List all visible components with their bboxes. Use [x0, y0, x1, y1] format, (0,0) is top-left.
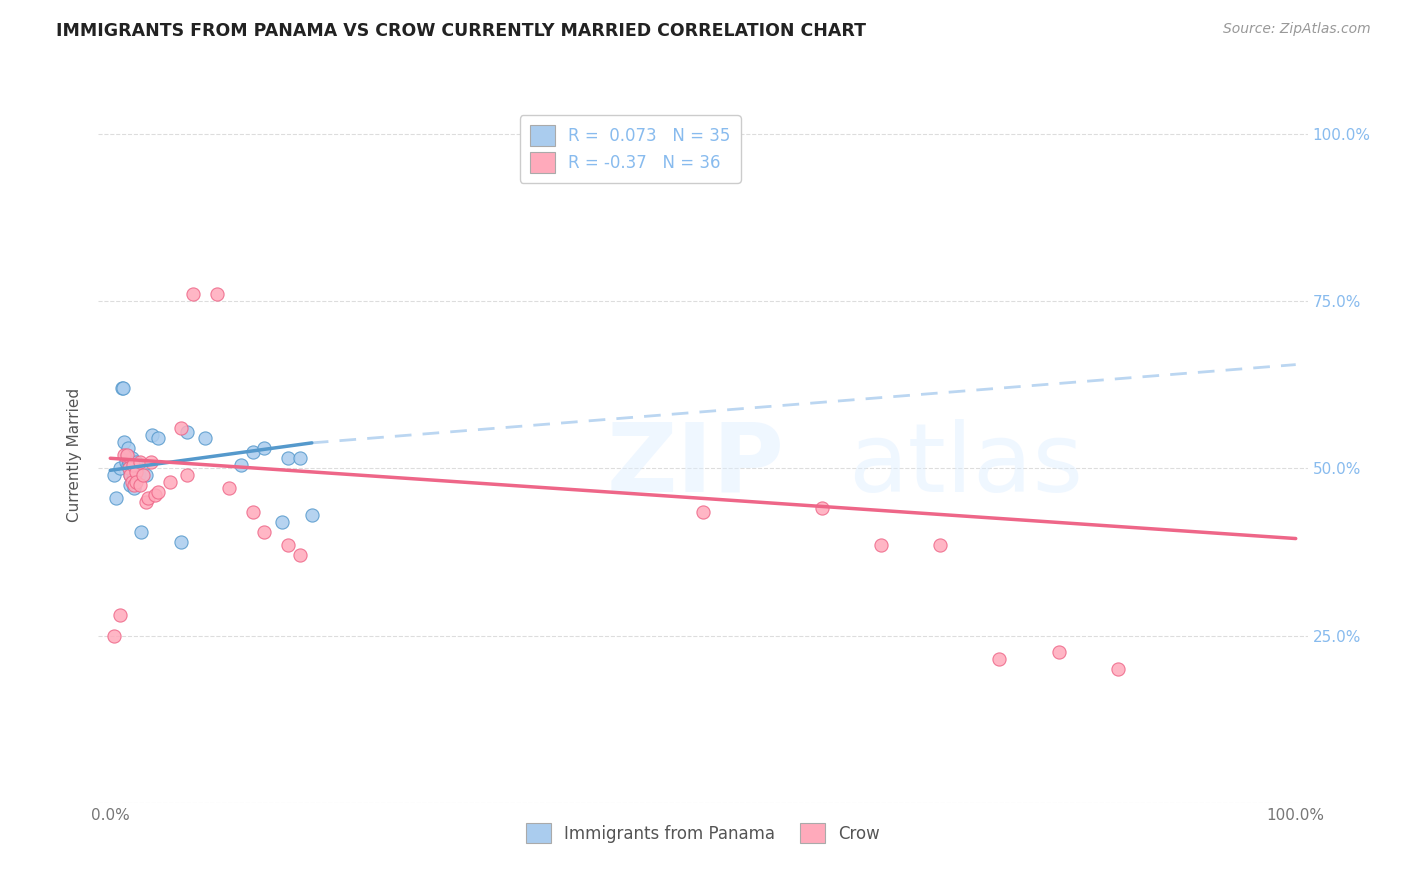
Point	[929, 538, 952, 552]
Y-axis label: Currently Married: Currently Married	[67, 388, 83, 522]
Point	[146, 431, 169, 445]
Point	[692, 505, 714, 519]
Point	[112, 381, 135, 395]
Point	[218, 482, 240, 496]
Point	[105, 491, 128, 506]
Point	[128, 467, 150, 482]
Point	[108, 608, 131, 623]
Point	[129, 524, 152, 539]
Point	[111, 381, 134, 395]
Point	[170, 421, 193, 435]
Point	[181, 287, 204, 301]
Point	[121, 458, 143, 472]
Point	[288, 451, 311, 466]
Point	[120, 467, 142, 482]
Point	[125, 455, 148, 469]
Point	[129, 455, 152, 469]
Point	[146, 484, 169, 499]
Point	[132, 467, 155, 482]
Point	[115, 448, 138, 462]
Point	[125, 465, 148, 479]
Point	[253, 524, 276, 539]
Point	[1047, 645, 1070, 659]
Point	[103, 467, 125, 482]
Text: ZIP: ZIP	[606, 419, 785, 512]
Point	[135, 467, 157, 482]
Point	[141, 427, 163, 442]
Point	[103, 628, 125, 642]
Point	[301, 508, 323, 523]
Point	[242, 444, 264, 458]
Point	[114, 448, 136, 462]
Point	[124, 458, 146, 472]
Point	[988, 652, 1011, 666]
Point	[139, 455, 162, 469]
Point	[869, 538, 891, 552]
Point	[122, 482, 145, 496]
Point	[125, 475, 148, 489]
Point	[114, 434, 136, 449]
Point	[120, 467, 142, 482]
Point	[118, 455, 141, 469]
Point	[121, 475, 143, 489]
Point	[277, 538, 299, 552]
Point	[229, 458, 252, 472]
Point	[136, 491, 159, 506]
Point	[277, 451, 299, 466]
Legend: Immigrants from Panama, Crow: Immigrants from Panama, Crow	[519, 816, 887, 850]
Point	[159, 475, 181, 489]
Point	[170, 534, 193, 549]
Point	[129, 478, 152, 492]
Point	[253, 442, 276, 455]
Point	[115, 448, 138, 462]
Point	[271, 515, 294, 529]
Point	[118, 461, 141, 475]
Point	[242, 505, 264, 519]
Point	[810, 501, 832, 516]
Point	[121, 461, 143, 475]
Text: IMMIGRANTS FROM PANAMA VS CROW CURRENTLY MARRIED CORRELATION CHART: IMMIGRANTS FROM PANAMA VS CROW CURRENTLY…	[56, 22, 866, 40]
Point	[205, 287, 228, 301]
Point	[121, 451, 143, 466]
Point	[117, 458, 139, 472]
Point	[122, 478, 145, 492]
Point	[114, 455, 136, 469]
Point	[117, 442, 139, 455]
Point	[1107, 662, 1129, 676]
Point	[120, 478, 142, 492]
Point	[194, 431, 217, 445]
Point	[118, 461, 141, 475]
Text: Source: ZipAtlas.com: Source: ZipAtlas.com	[1223, 22, 1371, 37]
Text: atlas: atlas	[848, 419, 1083, 512]
Point	[288, 548, 311, 563]
Point	[121, 471, 143, 485]
Point	[135, 494, 157, 508]
Point	[143, 488, 166, 502]
Point	[108, 461, 131, 475]
Point	[176, 467, 198, 482]
Point	[176, 425, 198, 439]
